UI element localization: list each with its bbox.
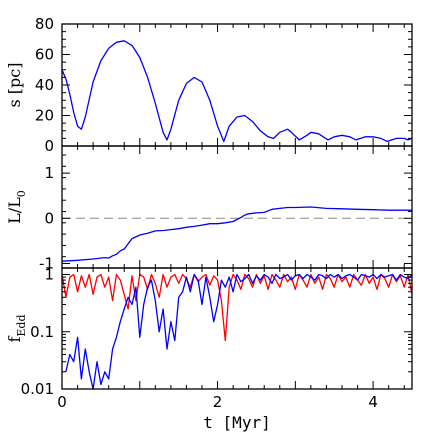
y-tick-label: 1: [44, 266, 54, 284]
x-axis-label: t [Myr]: [203, 413, 270, 432]
separation-frame: [61, 23, 413, 147]
eddington-fraction-ylabel: fEdd: [5, 314, 28, 342]
y-tick-label: 0.01: [21, 380, 54, 398]
separation-series-line-0: [62, 40, 412, 143]
y-tick-label: 40: [35, 76, 54, 94]
x-tick-label: 2: [213, 393, 223, 411]
separation-ylabel: s [pc]: [5, 63, 24, 108]
x-tick-label: 0: [57, 393, 67, 411]
y-tick-label: 80: [35, 15, 54, 33]
angular-momentum-frame: [61, 145, 413, 269]
angular-momentum-panel: -1 0 1 L/L0: [5, 145, 413, 272]
y-tick-label: 0: [44, 137, 54, 155]
panels: 0 20 40 60 80 s [pc] -1 0 1 L/L0 0.01 0.1 1 0 2 4 fEdd t …: [5, 15, 413, 432]
eddington-fraction-series-line-1: [65, 273, 412, 389]
y-tick-label: 1: [44, 164, 54, 182]
eddington-fraction-panel: 0.01 0.1 1 0 2 4 fEdd t [Myr]: [5, 266, 413, 432]
x-tick-label: 4: [368, 393, 378, 411]
angular-momentum-ylabel: L/L0: [5, 190, 28, 224]
y-tick-label: -1: [39, 254, 54, 272]
angular-momentum-series-line-0: [62, 206, 412, 262]
y-tick-label: 60: [35, 46, 54, 64]
separation-panel: 0 20 40 60 80 s [pc]: [5, 15, 413, 155]
y-tick-label: 0: [44, 209, 54, 227]
y-tick-label: 20: [35, 107, 54, 125]
eddington-fraction-frame: [61, 267, 413, 390]
eddington-fraction-series-line-0: [62, 273, 412, 342]
y-tick-label: 0.1: [30, 323, 54, 341]
